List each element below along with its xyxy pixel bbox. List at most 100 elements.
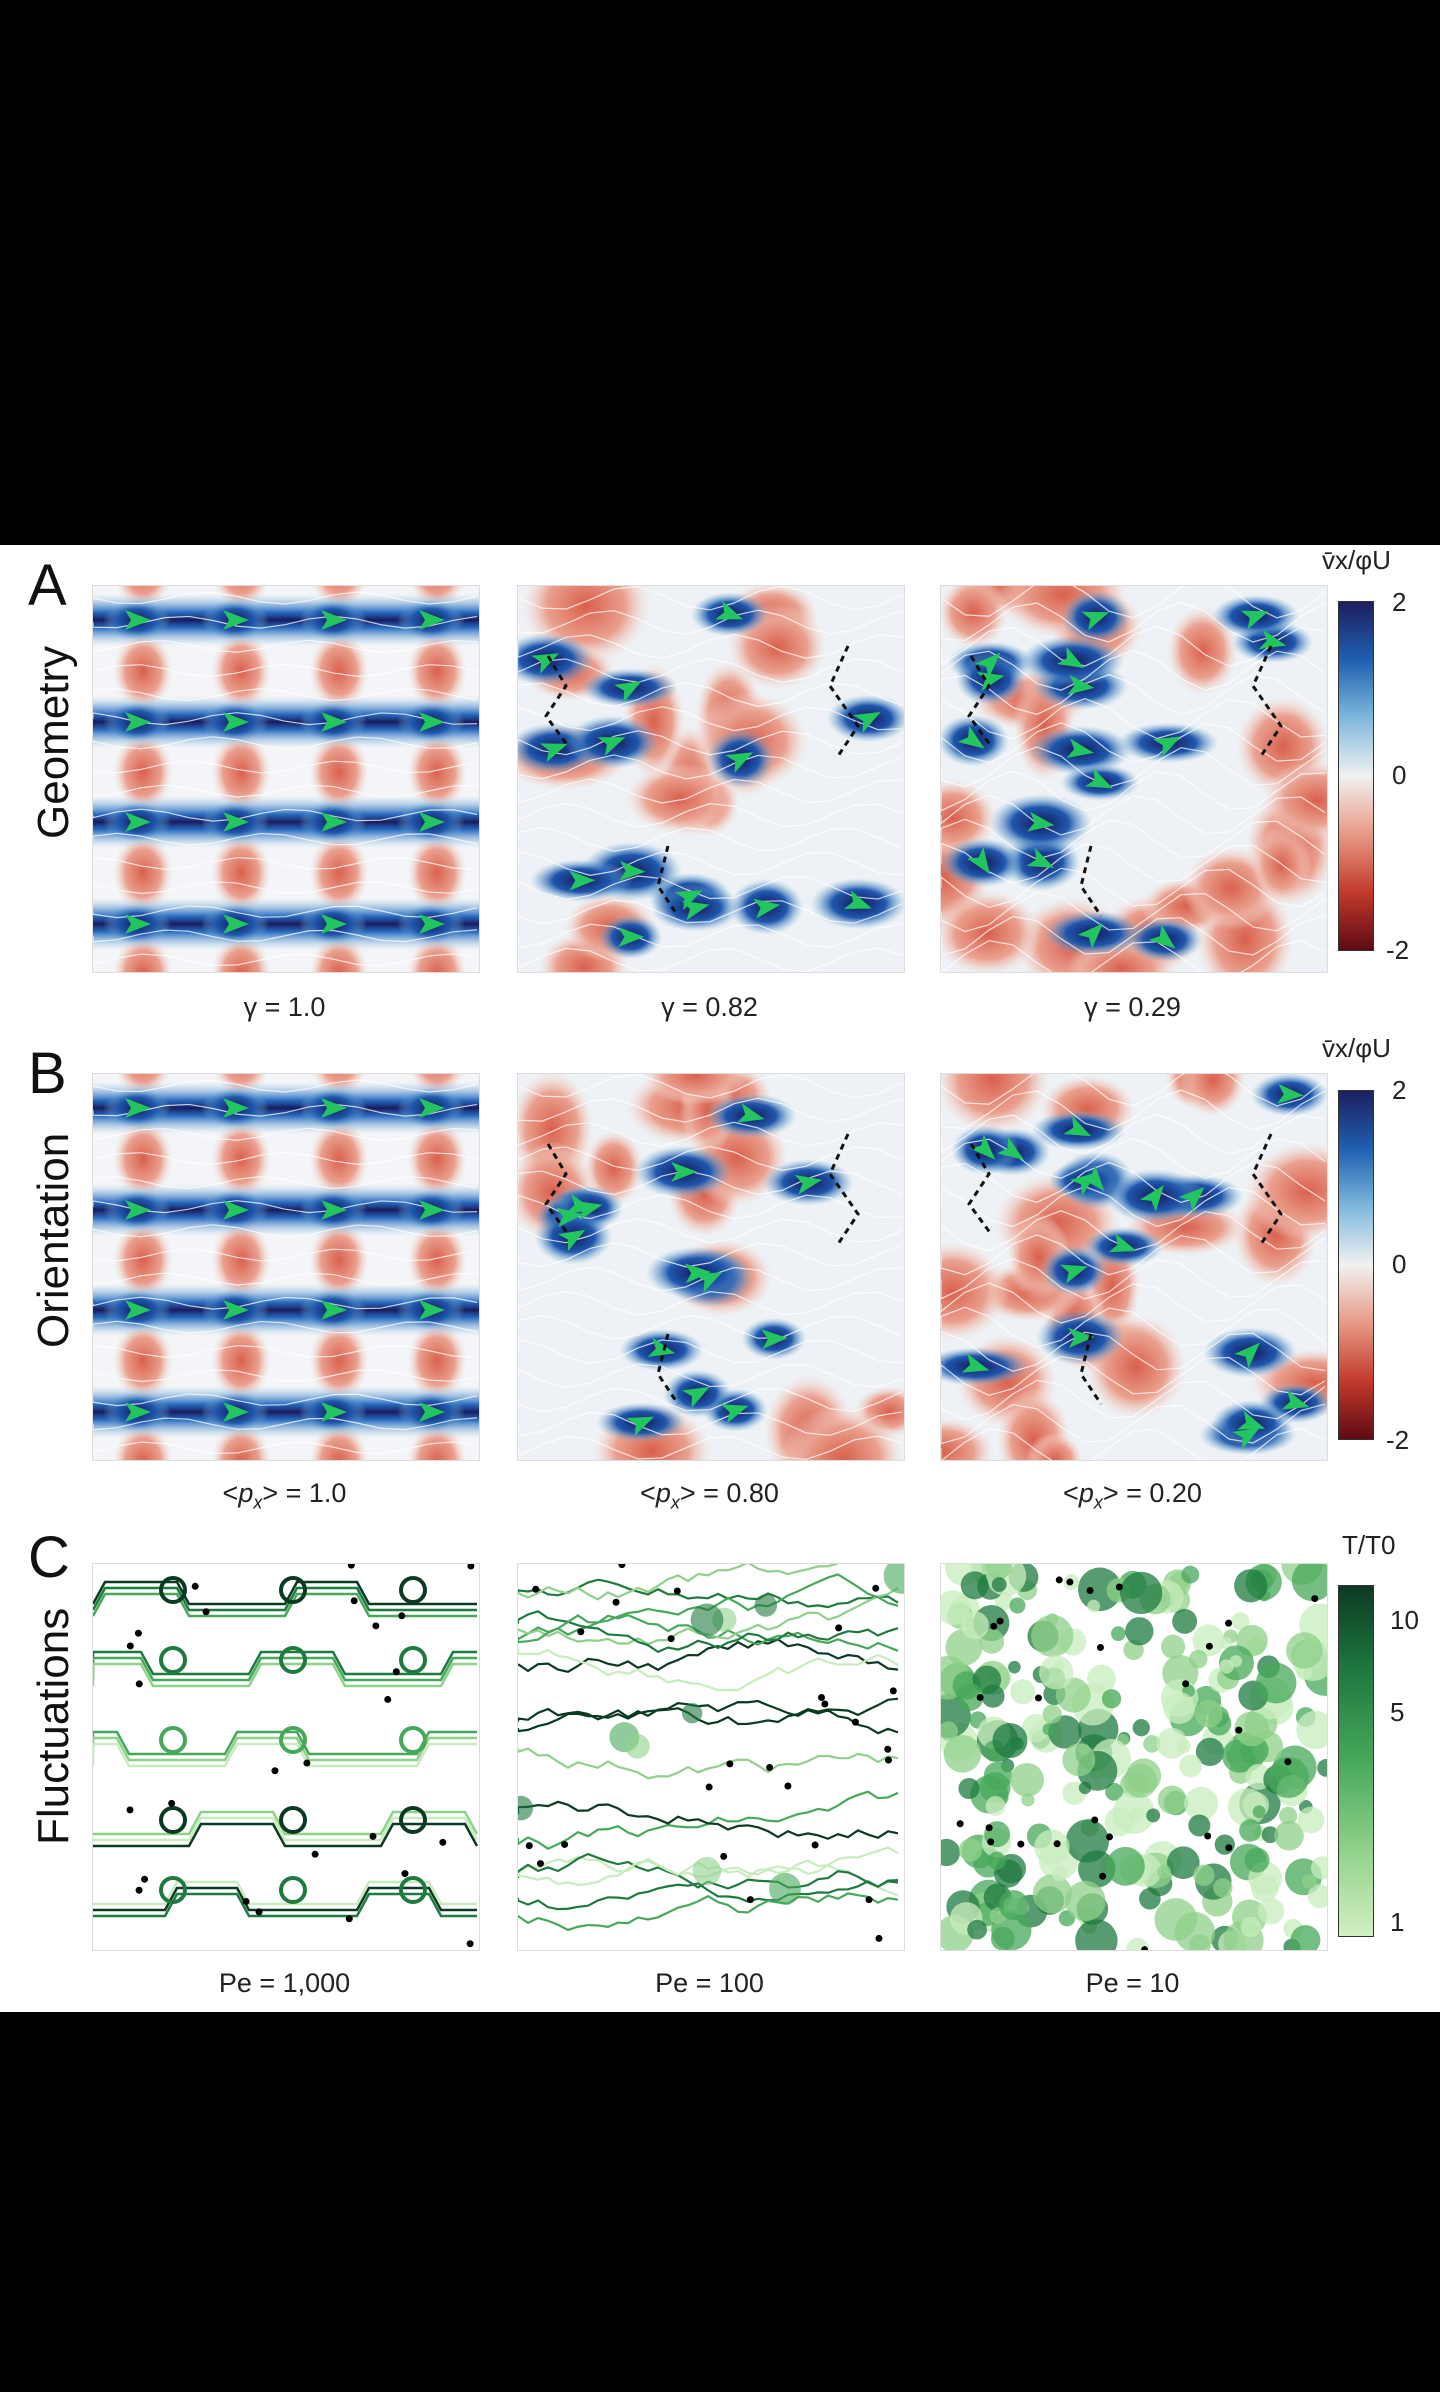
swimmer-arrow — [321, 610, 347, 630]
vortex-loop — [279, 1806, 307, 1834]
swimmer-arrow — [1084, 768, 1113, 789]
swimmer-arrow — [1237, 1410, 1265, 1430]
streamline — [518, 1074, 903, 1099]
swimmer-dot — [987, 1838, 995, 1846]
particle-trajectory — [93, 1586, 477, 1612]
colorbar-temperature — [1338, 1585, 1374, 1937]
particle-trajectory — [518, 1699, 899, 1735]
streamline — [93, 1224, 478, 1238]
streamline — [941, 770, 1326, 812]
negative-region — [941, 889, 1042, 972]
caption-fluctuations-1: Pe = 1,000 — [218, 1968, 351, 1998]
swimmer-arrow — [682, 1386, 710, 1409]
particle-trajectory — [518, 1892, 899, 1932]
diffusive-cloud — [1296, 1710, 1327, 1750]
positive-region — [941, 1347, 1030, 1386]
swimmer-arrow — [125, 1402, 151, 1422]
swimmer-dot — [303, 1759, 311, 1767]
diffusive-cloud — [1132, 1719, 1150, 1737]
streamline — [93, 881, 478, 895]
negative-region — [309, 1321, 369, 1401]
streamline — [518, 947, 903, 972]
streamline — [518, 1435, 903, 1460]
colorbar-b-title: v̄x/φU — [1322, 1033, 1391, 1063]
swimmer-dot — [1066, 1578, 1074, 1586]
swimmer-arrow — [966, 847, 990, 875]
vortex-loop — [625, 1733, 650, 1759]
swimmer-arrow — [125, 812, 151, 832]
streamline — [93, 929, 478, 943]
diffusive-cloud — [958, 1777, 980, 1800]
diffusive-cloud — [985, 1564, 1012, 1580]
negative-region — [211, 732, 271, 812]
streamline — [518, 1266, 903, 1292]
swimmer-arrow — [647, 1337, 676, 1357]
diffusive-cloud — [1105, 1782, 1124, 1801]
streamline — [93, 1441, 478, 1455]
swimmer-arrow — [419, 1200, 445, 1220]
diffusive-cloud — [1193, 1864, 1215, 1887]
swimmer-arrow — [1077, 923, 1104, 949]
swimmer-dot — [705, 1783, 713, 1791]
diffusive-cloud — [1110, 1626, 1126, 1641]
diffusive-cloud — [1039, 1655, 1074, 1690]
diffusive-cloud — [1123, 1764, 1158, 1798]
diffusive-cloud — [1163, 1692, 1196, 1724]
vortex-loop — [159, 1806, 187, 1834]
swimmer-dot — [1141, 1946, 1149, 1950]
diffusive-cloud — [1157, 1785, 1187, 1815]
streamline — [941, 649, 1326, 691]
vortex-loop — [399, 1806, 427, 1834]
particle-trajectory — [93, 1730, 477, 1756]
diffusive-cloud — [990, 1926, 1015, 1950]
diffusive-cloud — [1065, 1880, 1106, 1922]
diffusive-cloud — [1010, 1762, 1044, 1797]
streamline — [941, 1234, 1326, 1276]
diffusive-cloud — [1021, 1713, 1050, 1743]
diffusive-cloud — [1179, 1754, 1202, 1778]
colorbar-a-tick-mid: 0 — [1392, 760, 1407, 790]
diffusive-cloud — [1077, 1743, 1090, 1756]
streamline — [93, 1151, 478, 1165]
swimmer-dot — [766, 1764, 774, 1772]
swimmer-dot — [1034, 1694, 1042, 1702]
vortex-loop — [159, 1726, 187, 1754]
swimmer-arrow — [1178, 1186, 1205, 1212]
swimmer-dot — [835, 1624, 843, 1632]
swimmer-dot — [996, 1617, 1004, 1625]
streamline — [93, 1417, 478, 1431]
swimmer-dot — [990, 1622, 998, 1630]
swimmer-arrow — [321, 712, 347, 732]
swimmer-arrow — [419, 712, 445, 732]
particle-trajectory — [93, 1892, 477, 1918]
swimmer-arrow — [555, 1207, 583, 1228]
swimmer-dot — [784, 1782, 792, 1790]
swimmer-arrow — [1153, 736, 1181, 758]
streamline — [93, 1344, 478, 1358]
swimmer-dot — [384, 1695, 392, 1703]
swimmer-dot — [746, 1896, 754, 1904]
swimmer-arrow — [974, 652, 1001, 678]
swimmer-dot — [612, 1598, 620, 1606]
swimmer-arrow — [1026, 847, 1055, 868]
diffusive-cloud — [1213, 1878, 1233, 1898]
diffusive-cloud — [960, 1611, 989, 1640]
swimmer-arrow — [618, 927, 645, 948]
negative-region — [211, 1220, 271, 1300]
swimmer-dot — [168, 1799, 176, 1807]
caption-orientation-3: <px> = 0.20 — [1063, 1478, 1202, 1513]
swimmer-arrow — [961, 1353, 990, 1373]
streamline — [941, 939, 1326, 972]
negative-region — [941, 586, 1009, 650]
streamline — [93, 736, 478, 750]
swimmer-arrow — [1148, 924, 1176, 949]
negative-region — [1262, 760, 1327, 841]
swimmer-arrow — [531, 653, 560, 674]
vortex-loop — [883, 1564, 904, 1594]
swimmer-dot — [985, 1824, 993, 1832]
streamline — [93, 1393, 478, 1407]
swimmer-arrow — [626, 1416, 655, 1437]
trajectory-path — [656, 845, 680, 917]
streamline — [941, 1403, 1326, 1445]
swimmer-dot — [536, 1860, 544, 1868]
